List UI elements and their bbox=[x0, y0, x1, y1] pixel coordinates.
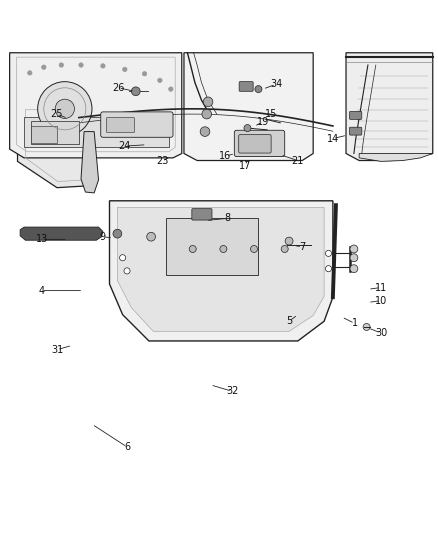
Polygon shape bbox=[20, 227, 103, 240]
Text: 23: 23 bbox=[156, 156, 168, 166]
Text: 9: 9 bbox=[100, 232, 106, 242]
Polygon shape bbox=[110, 201, 333, 341]
Text: 8: 8 bbox=[225, 213, 231, 223]
Circle shape bbox=[350, 245, 358, 253]
Circle shape bbox=[363, 324, 370, 330]
Circle shape bbox=[244, 125, 251, 132]
Circle shape bbox=[203, 97, 213, 107]
Circle shape bbox=[55, 99, 74, 118]
Circle shape bbox=[169, 87, 173, 91]
Circle shape bbox=[350, 254, 358, 262]
Text: 30: 30 bbox=[375, 328, 387, 338]
FancyBboxPatch shape bbox=[239, 135, 271, 153]
Text: 25: 25 bbox=[51, 109, 63, 119]
Circle shape bbox=[281, 246, 288, 253]
Circle shape bbox=[325, 265, 332, 272]
FancyBboxPatch shape bbox=[239, 82, 253, 91]
FancyBboxPatch shape bbox=[101, 112, 173, 138]
Circle shape bbox=[350, 265, 358, 273]
Text: 16: 16 bbox=[219, 151, 232, 161]
FancyBboxPatch shape bbox=[192, 209, 212, 220]
Circle shape bbox=[38, 82, 92, 136]
Text: 14: 14 bbox=[327, 134, 339, 143]
Circle shape bbox=[79, 63, 83, 67]
Text: 5: 5 bbox=[286, 316, 292, 326]
Polygon shape bbox=[346, 53, 433, 160]
Circle shape bbox=[251, 246, 258, 253]
Circle shape bbox=[189, 246, 196, 253]
Text: 32: 32 bbox=[226, 386, 238, 397]
Text: 11: 11 bbox=[375, 282, 387, 293]
Text: 17: 17 bbox=[239, 161, 251, 171]
Polygon shape bbox=[10, 53, 182, 158]
Circle shape bbox=[131, 87, 140, 96]
Text: 24: 24 bbox=[119, 141, 131, 151]
Text: 15: 15 bbox=[265, 109, 278, 119]
Circle shape bbox=[202, 109, 212, 119]
Text: 19: 19 bbox=[257, 117, 269, 127]
Text: 1: 1 bbox=[352, 318, 358, 328]
Circle shape bbox=[255, 86, 262, 93]
Circle shape bbox=[124, 268, 130, 274]
Circle shape bbox=[147, 232, 155, 241]
Circle shape bbox=[325, 251, 332, 256]
Bar bbox=[31, 126, 57, 143]
FancyBboxPatch shape bbox=[106, 118, 134, 133]
Circle shape bbox=[59, 63, 64, 67]
Circle shape bbox=[42, 65, 46, 69]
Circle shape bbox=[113, 229, 122, 238]
Circle shape bbox=[285, 237, 293, 245]
Circle shape bbox=[120, 255, 126, 261]
Circle shape bbox=[123, 67, 127, 71]
Text: 10: 10 bbox=[375, 296, 387, 305]
Bar bbox=[24, 117, 169, 147]
Bar bbox=[166, 219, 258, 275]
Text: 21: 21 bbox=[292, 156, 304, 166]
Text: 7: 7 bbox=[299, 242, 305, 252]
Polygon shape bbox=[18, 107, 94, 188]
Circle shape bbox=[28, 71, 32, 75]
Text: 4: 4 bbox=[39, 286, 45, 296]
FancyBboxPatch shape bbox=[350, 127, 362, 135]
Polygon shape bbox=[81, 132, 99, 193]
Polygon shape bbox=[184, 53, 313, 160]
FancyBboxPatch shape bbox=[234, 130, 285, 157]
Text: 31: 31 bbox=[51, 345, 63, 355]
Circle shape bbox=[101, 64, 105, 68]
FancyBboxPatch shape bbox=[350, 111, 362, 119]
Circle shape bbox=[220, 246, 227, 253]
Bar bbox=[31, 121, 79, 144]
Circle shape bbox=[200, 127, 210, 136]
Text: 13: 13 bbox=[35, 235, 48, 244]
Text: 34: 34 bbox=[270, 79, 282, 90]
Circle shape bbox=[158, 78, 162, 83]
Circle shape bbox=[142, 71, 147, 76]
Polygon shape bbox=[117, 207, 324, 332]
Text: 6: 6 bbox=[124, 442, 130, 452]
Text: 26: 26 bbox=[112, 83, 124, 93]
Polygon shape bbox=[359, 154, 433, 161]
